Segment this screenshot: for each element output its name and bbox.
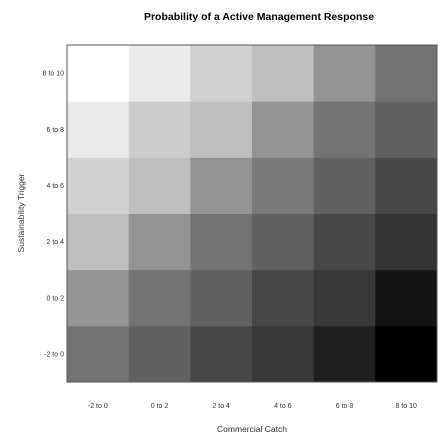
x-axis-label: Commercial Catch — [217, 424, 287, 434]
heatmap-cell — [190, 157, 253, 214]
heatmap-cell — [252, 325, 315, 383]
x-tick-label: 6 to 8 — [336, 403, 354, 410]
x-tick-labels: -2 to 0 0 to 2 2 to 4 4 to 6 6 to 8 8 to 10 — [88, 403, 417, 410]
x-tick-label: 4 to 6 — [274, 403, 292, 410]
heatmap-cell — [313, 213, 376, 271]
x-tick-label: -2 to 0 — [88, 403, 108, 410]
plot-frame — [66, 44, 438, 383]
y-tick-label: 6 to 8 — [46, 127, 64, 134]
heatmap-cell — [190, 45, 253, 102]
heatmap-cell — [128, 213, 191, 271]
y-tick-label: -2 to 0 — [44, 351, 64, 358]
heatmap-cell — [128, 101, 191, 158]
heatmap-cell — [190, 269, 253, 327]
heatmap-cell — [128, 157, 191, 214]
heatmap-cell — [190, 325, 253, 383]
chart-title: Probability of a Active Management Respo… — [144, 11, 374, 23]
x-tick-label: 0 to 2 — [151, 403, 169, 410]
heatmap-cell — [313, 101, 376, 158]
y-tick-label: 0 to 2 — [46, 295, 64, 302]
heatmap-cell — [67, 101, 130, 158]
x-tick-label: 8 to 10 — [395, 403, 417, 410]
heatmap-cell — [252, 157, 315, 214]
heatmap-cell — [252, 269, 315, 327]
y-tick-labels: -2 to 0 0 to 2 2 to 4 4 to 6 6 to 8 8 to 10 — [43, 71, 65, 359]
heatmap-cell — [375, 101, 438, 158]
heatmap-cell — [313, 325, 376, 383]
y-axis-label: Sustainability Trigger — [16, 173, 26, 252]
heatmap-cell — [375, 213, 438, 271]
heatmap-cell — [313, 269, 376, 327]
heatmap-cell — [252, 45, 315, 102]
y-tick-label: 2 to 4 — [46, 239, 64, 246]
heatmap-cell — [190, 213, 253, 271]
heatmap-cell — [375, 325, 438, 383]
heatmap-cell — [67, 325, 130, 383]
heatmap-cell — [313, 45, 376, 102]
heatmap-cells — [67, 45, 438, 383]
heatmap-cell — [128, 325, 191, 383]
heatmap-cell — [67, 269, 130, 327]
y-tick-label: 8 to 10 — [43, 71, 65, 78]
x-tick-label: 2 to 4 — [212, 403, 230, 410]
heatmap-cell — [252, 101, 315, 158]
heatmap-cell — [190, 101, 253, 158]
heatmap-cell — [67, 213, 130, 271]
heatmap-cell — [375, 269, 438, 327]
heatmap-cell — [128, 269, 191, 327]
heatmap-cell — [313, 157, 376, 214]
heatmap-cell — [67, 157, 130, 214]
heatmap-cell — [252, 213, 315, 271]
heatmap-cell — [128, 45, 191, 102]
heatmap-cell — [375, 45, 438, 102]
y-tick-label: 4 to 6 — [46, 183, 64, 190]
heatmap-cell — [375, 157, 438, 214]
heatmap-cell — [67, 45, 130, 102]
